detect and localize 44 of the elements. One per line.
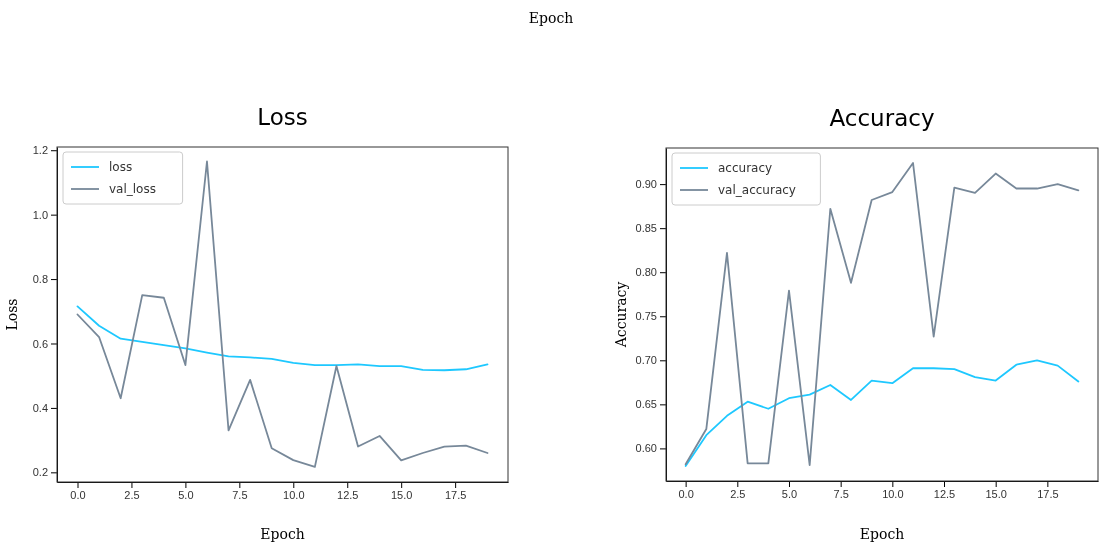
y-tick-label: 0.65 — [635, 398, 657, 411]
chart-title: Accuracy — [829, 105, 935, 131]
y-tick-label: 0.80 — [635, 266, 657, 279]
line-series — [76, 305, 489, 372]
x-tick-label: 5.0 — [178, 488, 194, 501]
x-tick-label: 0.0 — [678, 487, 694, 500]
legend-label: loss — [109, 160, 133, 174]
y-tick-label: 1.0 — [32, 208, 48, 221]
y-tick-label: 0.70 — [635, 354, 657, 367]
y-tick-label: 0.2 — [32, 466, 48, 479]
legend-label: val_loss — [109, 182, 156, 196]
y-tick-label: 1.2 — [32, 144, 48, 157]
x-tick-label: 7.5 — [833, 487, 849, 500]
y-tick-label: 0.8 — [32, 273, 48, 286]
y-axis-title: Accuracy — [613, 281, 629, 349]
chart-title: Loss — [257, 104, 308, 130]
text: Epoch — [528, 10, 574, 26]
y-tick-label: 0.90 — [635, 178, 657, 191]
y-tick-label: 0.85 — [635, 222, 657, 235]
legend-label: val_accuracy — [718, 183, 796, 197]
y-tick-label: 0.75 — [635, 310, 657, 323]
line-series — [684, 162, 1080, 467]
y-tick-label: 0.6 — [32, 337, 48, 350]
x-tick-label: 2.5 — [730, 487, 746, 500]
x-tick-label: 17.5 — [444, 488, 467, 501]
line-series — [76, 160, 489, 468]
x-tick-label: 10.0 — [882, 487, 904, 500]
legend-label: accuracy — [718, 161, 773, 175]
x-tick-label: 15.0 — [985, 487, 1007, 500]
x-tick-label: 12.5 — [933, 487, 956, 500]
y-tick-label: 0.60 — [635, 442, 657, 455]
x-tick-label: 17.5 — [1037, 487, 1059, 500]
y-axis-title: Loss — [4, 298, 20, 331]
x-tick-label: 15.0 — [390, 488, 413, 501]
x-axis-title: Epoch — [859, 526, 905, 542]
x-tick-label: 2.5 — [124, 488, 140, 501]
line-series — [684, 359, 1080, 467]
x-tick-label: 12.5 — [337, 488, 359, 501]
x-tick-label: 0.0 — [70, 488, 86, 501]
x-tick-label: 10.0 — [283, 488, 305, 501]
x-tick-label: 7.5 — [232, 488, 248, 501]
y-tick-label: 0.4 — [32, 401, 48, 414]
x-axis-title: Epoch — [260, 526, 305, 542]
x-tick-label: 5.0 — [781, 487, 798, 500]
